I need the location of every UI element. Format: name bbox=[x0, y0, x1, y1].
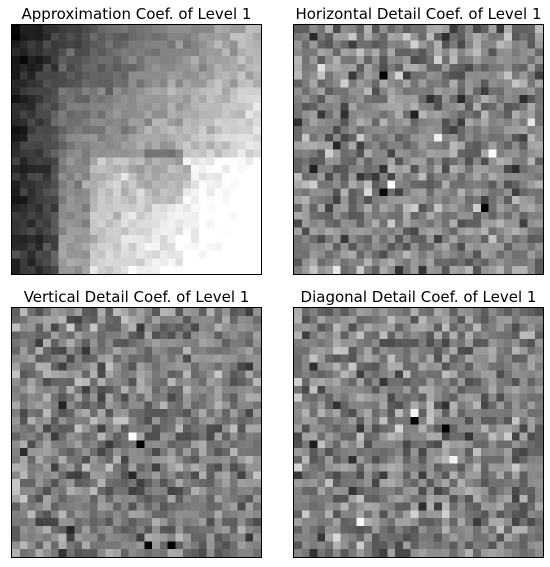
diagonal-detail-panel: Diagonal Detail Coef. of Level 1 bbox=[293, 283, 544, 558]
diagonal-detail-heatmap bbox=[293, 307, 544, 558]
vertical-detail-panel: Vertical Detail Coef. of Level 1 bbox=[11, 283, 262, 558]
horizontal-detail-heatmap bbox=[293, 24, 544, 275]
vertical-detail-canvas bbox=[12, 308, 261, 557]
vertical-detail-title: Vertical Detail Coef. of Level 1 bbox=[11, 288, 262, 306]
approximation-canvas bbox=[12, 25, 261, 274]
horizontal-detail-title: Horizontal Detail Coef. of Level 1 bbox=[293, 5, 544, 23]
approximation-title: Approximation Coef. of Level 1 bbox=[11, 5, 262, 23]
approximation-panel: Approximation Coef. of Level 1 bbox=[11, 0, 262, 275]
approximation-heatmap bbox=[11, 24, 262, 275]
horizontal-detail-panel: Horizontal Detail Coef. of Level 1 bbox=[293, 0, 544, 275]
diagonal-detail-title: Diagonal Detail Coef. of Level 1 bbox=[293, 288, 544, 306]
diagonal-detail-canvas bbox=[294, 308, 543, 557]
vertical-detail-heatmap bbox=[11, 307, 262, 558]
horizontal-detail-canvas bbox=[294, 25, 543, 274]
